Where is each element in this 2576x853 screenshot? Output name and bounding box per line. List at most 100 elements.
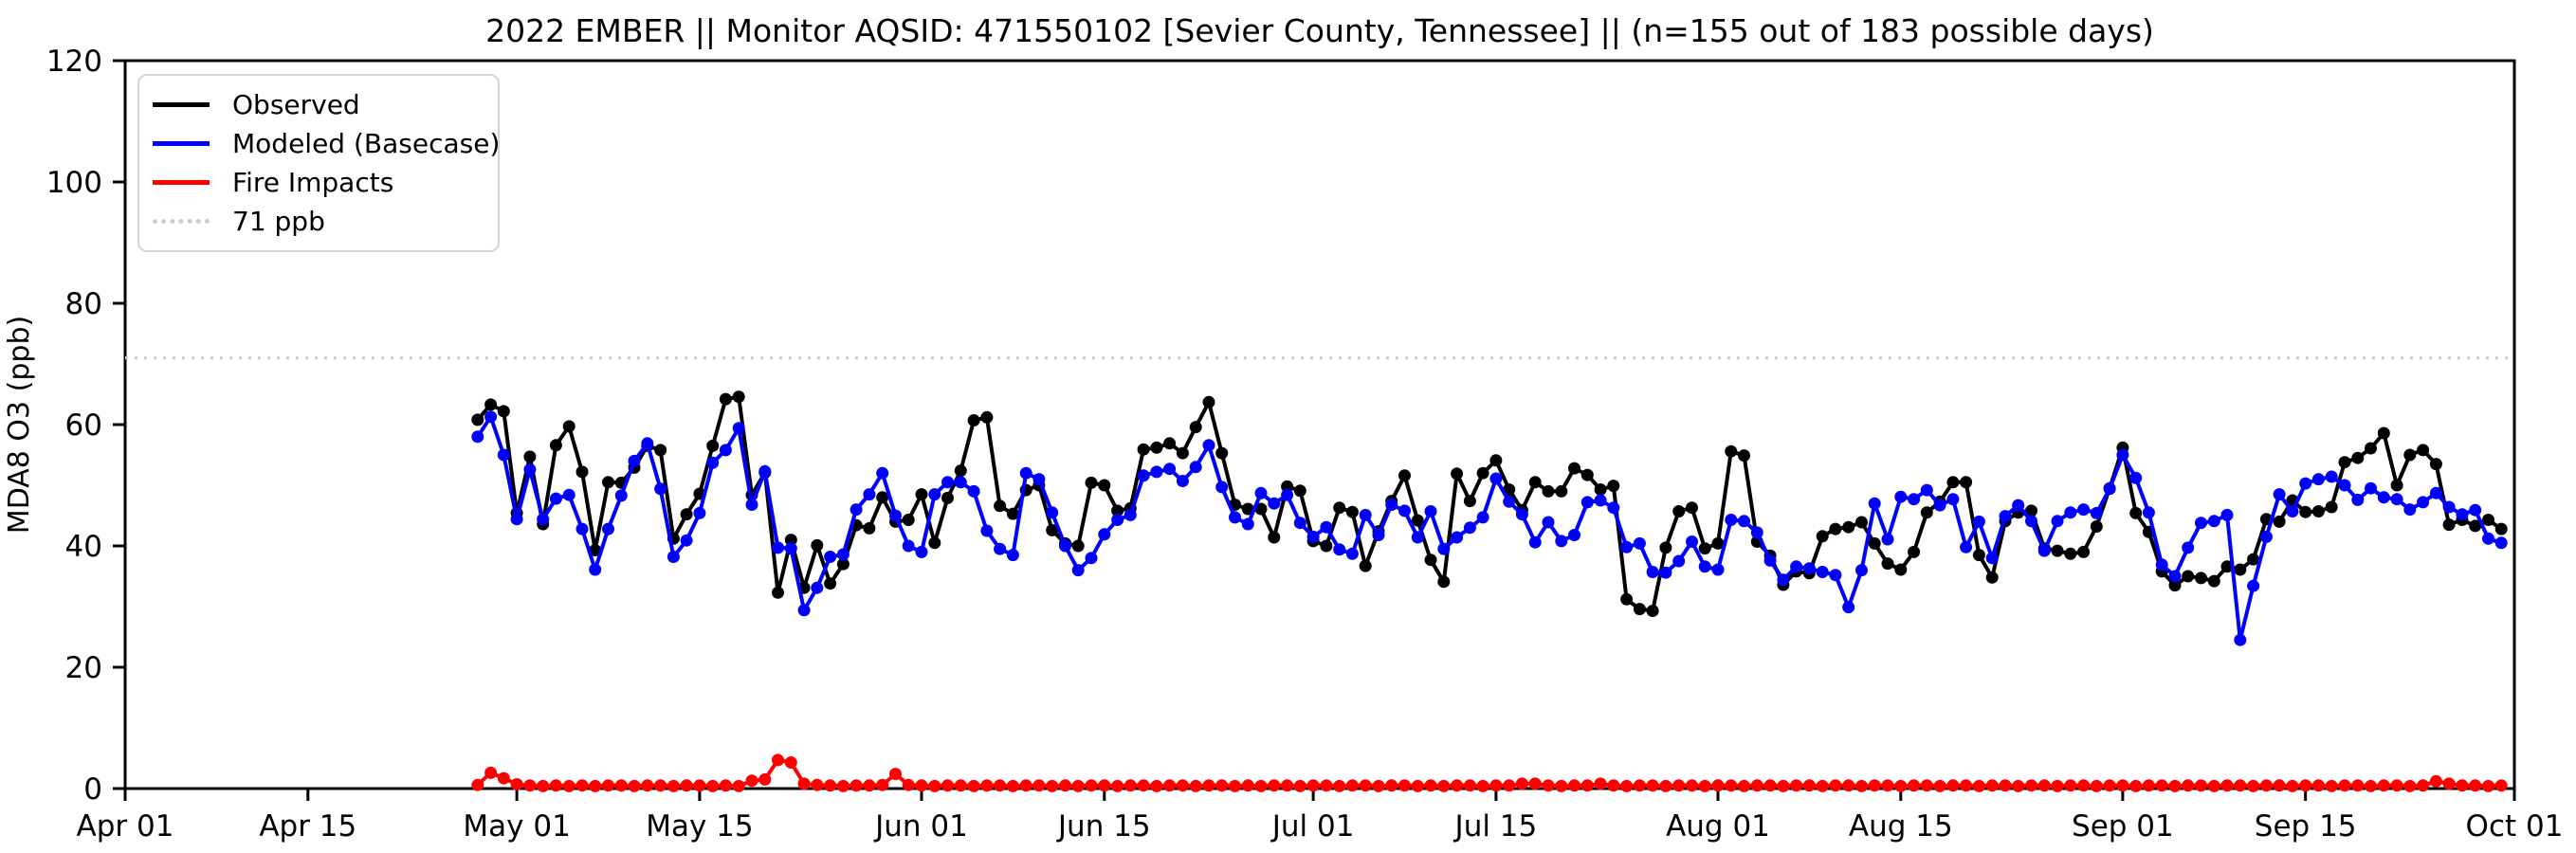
series-observed-marker xyxy=(1594,483,1607,496)
series-fire-impacts-marker xyxy=(1908,779,1921,792)
series-observed-marker xyxy=(1868,536,1881,550)
series-fire-impacts-marker xyxy=(2417,779,2430,792)
series-observed-marker xyxy=(954,464,967,478)
series-fire-impacts-marker xyxy=(1476,779,1489,792)
series-modeled-basecase-marker xyxy=(1711,563,1725,576)
series-modeled-basecase-marker xyxy=(1268,497,1281,510)
series-modeled-basecase-marker xyxy=(889,509,902,522)
series-observed-marker xyxy=(1345,505,1359,518)
series-modeled-basecase-marker xyxy=(719,444,732,457)
series-observed-marker xyxy=(1254,502,1268,516)
series-observed-marker xyxy=(549,439,562,452)
series-fire-impacts-marker xyxy=(1555,779,1568,792)
series-fire-impacts-marker xyxy=(1750,779,1763,792)
series-modeled-basecase-marker xyxy=(1763,554,1777,567)
x-tick-label: Jun 01 xyxy=(873,809,968,844)
series-fire-impacts-marker xyxy=(2365,779,2377,792)
series-fire-impacts-marker xyxy=(2390,779,2403,792)
legend-swatch-dotted xyxy=(153,219,210,224)
series-fire-impacts-marker xyxy=(758,772,772,786)
series-modeled-basecase-marker xyxy=(1698,560,1711,573)
series-modeled-basecase-marker xyxy=(537,513,550,526)
series-fire-impacts-marker xyxy=(1345,779,1359,792)
series-fire-impacts-marker xyxy=(2351,779,2365,792)
series-observed-marker xyxy=(863,521,876,535)
series-observed-marker xyxy=(1855,516,1868,529)
series-fire-impacts-marker xyxy=(1019,779,1032,792)
y-tick-label: 0 xyxy=(83,772,102,807)
series-observed-marker xyxy=(902,514,915,526)
series-observed-marker xyxy=(1908,545,1921,558)
series-modeled-basecase-marker xyxy=(1894,490,1908,503)
series-observed-marker xyxy=(994,499,1007,513)
series-modeled-basecase-marker xyxy=(980,524,994,537)
series-modeled-basecase-marker xyxy=(1150,465,1163,479)
series-observed-marker xyxy=(2469,519,2482,533)
series-fire-impacts-marker xyxy=(1580,779,1594,792)
series-fire-impacts-marker xyxy=(1398,779,1411,792)
series-modeled-basecase-marker xyxy=(497,448,510,462)
series-fire-impacts-marker xyxy=(784,756,797,769)
series-modeled-basecase-marker xyxy=(2325,470,2338,483)
series-fire-impacts-marker xyxy=(1229,779,1241,792)
series-modeled-basecase-marker xyxy=(2311,473,2325,486)
series-fire-impacts-marker xyxy=(2090,779,2103,792)
series-fire-impacts-marker xyxy=(1293,779,1306,792)
series-fire-impacts-marker xyxy=(1594,777,1607,790)
legend-label: Observed xyxy=(232,89,360,120)
series-observed-marker xyxy=(1946,476,1960,489)
series-observed-marker xyxy=(811,538,824,552)
series-modeled-basecase-marker xyxy=(1189,461,1202,474)
series-modeled-basecase-marker xyxy=(2299,477,2312,490)
series-fire-impacts-marker xyxy=(1933,779,1946,792)
series-observed-marker xyxy=(2482,514,2494,526)
series-observed-marker xyxy=(1202,395,1215,408)
series-observed-marker xyxy=(1111,504,1124,517)
series-fire-impacts-marker xyxy=(1607,779,1620,792)
series-observed-marker xyxy=(1738,449,1750,463)
series-observed-marker xyxy=(1646,605,1659,617)
series-modeled-basecase-marker xyxy=(2273,488,2286,501)
series-observed-marker xyxy=(1920,506,1933,519)
series-observed-marker xyxy=(1476,466,1489,480)
series-observed-marker xyxy=(2051,544,2064,557)
series-fire-impacts-marker xyxy=(2077,779,2091,792)
series-fire-impacts-marker xyxy=(1241,779,1254,792)
series-fire-impacts-marker xyxy=(941,779,954,792)
series-observed-marker xyxy=(1829,522,1842,535)
series-modeled-basecase-marker xyxy=(2442,500,2456,514)
series-modeled-basecase-marker xyxy=(1960,540,1973,554)
series-fire-impacts-marker xyxy=(2377,779,2390,792)
series-observed-marker xyxy=(2325,500,2338,514)
series-fire-impacts-marker xyxy=(1215,779,1229,792)
series-fire-impacts-marker xyxy=(2234,779,2247,792)
series-modeled-basecase-marker xyxy=(1437,542,1451,555)
series-modeled-basecase-marker xyxy=(1241,517,1254,531)
series-modeled-basecase-marker xyxy=(1855,564,1868,577)
series-modeled-basecase-marker xyxy=(1281,488,1294,501)
series-observed-marker xyxy=(602,476,614,489)
series-observed-marker xyxy=(1451,467,1464,481)
series-fire-impacts-marker xyxy=(602,779,614,792)
series-modeled-basecase-marker xyxy=(967,484,980,498)
x-tick-label: Sep 01 xyxy=(2072,809,2174,844)
series-modeled-basecase-marker xyxy=(732,422,745,435)
series-modeled-basecase-marker xyxy=(745,499,758,511)
series-modeled-basecase-marker xyxy=(1790,560,1803,573)
series-fire-impacts-marker xyxy=(2429,774,2442,788)
series-modeled-basecase-marker xyxy=(2025,515,2037,528)
series-observed-marker xyxy=(2494,522,2508,535)
series-observed-marker xyxy=(876,491,889,504)
series-fire-impacts-marker xyxy=(1725,779,1738,792)
series-observed-marker xyxy=(589,544,602,556)
series-modeled-basecase-marker xyxy=(1972,515,1985,528)
series-fire-impacts-marker xyxy=(628,779,641,792)
series-modeled-basecase-marker xyxy=(1802,562,1816,575)
series-modeled-basecase-marker xyxy=(2286,505,2299,517)
series-fire-impacts-marker xyxy=(1620,779,1634,792)
series-modeled-basecase-marker xyxy=(850,503,863,517)
series-fire-impacts-marker xyxy=(1268,779,1281,792)
series-modeled-basecase-marker xyxy=(523,463,537,476)
series-observed-marker xyxy=(2220,560,2234,573)
